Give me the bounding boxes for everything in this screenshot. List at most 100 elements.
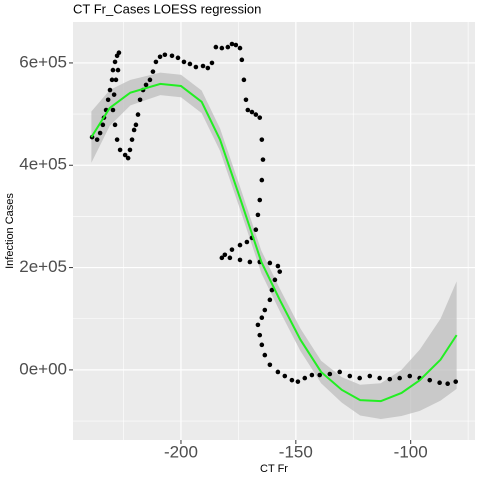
data-point (377, 375, 382, 381)
y-tick-label: 2e+05 (19, 257, 67, 276)
data-point (143, 82, 149, 88)
data-point (259, 342, 265, 348)
data-point (327, 371, 333, 377)
data-point (253, 112, 259, 117)
data-point (239, 57, 245, 63)
y-tick-label: 0e+00 (19, 359, 67, 378)
data-point (337, 369, 342, 375)
data-point (317, 372, 323, 378)
data-point (225, 44, 231, 50)
data-point (257, 332, 263, 338)
data-point (295, 379, 301, 384)
data-point (237, 242, 243, 248)
data-point (181, 59, 187, 65)
data-point (97, 130, 103, 136)
y-axis-label: Infection Cases (4, 193, 16, 269)
data-point (437, 380, 442, 385)
data-point (135, 112, 141, 117)
data-point (269, 287, 275, 293)
data-point (272, 277, 278, 283)
data-point (249, 109, 255, 115)
data-point (282, 373, 288, 379)
data-point (233, 42, 239, 48)
x-tick-label: -150 (279, 442, 313, 461)
data-point (275, 369, 281, 375)
data-point (125, 155, 131, 161)
data-point (213, 44, 219, 50)
data-point (193, 64, 199, 70)
data-point (127, 147, 133, 153)
data-point (275, 263, 281, 269)
data-point (162, 52, 168, 58)
data-point (302, 375, 308, 381)
data-point (387, 376, 393, 382)
data-point (267, 362, 273, 368)
data-point (241, 77, 247, 83)
confidence-band (91, 72, 457, 420)
x-tick-label: -100 (394, 442, 428, 461)
data-point (257, 115, 263, 120)
data-point (260, 157, 266, 162)
data-point (229, 41, 235, 47)
data-point (153, 59, 159, 65)
data-point (237, 45, 243, 51)
data-point (289, 377, 295, 383)
data-point (94, 137, 100, 142)
data-point (277, 269, 283, 274)
data-point (200, 63, 206, 69)
data-point (267, 260, 273, 266)
data-point (169, 53, 175, 59)
data-point (115, 67, 121, 73)
data-point (157, 54, 163, 60)
data-point (219, 45, 225, 51)
y-tick-label: 6e+05 (19, 52, 67, 71)
data-point (262, 352, 268, 358)
data-point (137, 97, 143, 103)
data-point (150, 69, 156, 74)
data-point (259, 177, 265, 183)
data-point (247, 259, 253, 265)
data-point (111, 92, 117, 97)
data-point (147, 77, 153, 83)
data-point (267, 297, 273, 303)
x-tick-label: -200 (164, 442, 198, 461)
data-point (107, 87, 113, 93)
data-point (133, 122, 139, 128)
data-point (367, 373, 373, 379)
data-point (129, 137, 135, 142)
data-point (397, 375, 402, 381)
data-point (244, 239, 250, 245)
data-point (259, 315, 265, 321)
data-point (407, 373, 413, 379)
data-point (112, 59, 118, 65)
data-point (110, 67, 116, 73)
data-point (109, 77, 115, 83)
data-point (131, 127, 137, 133)
loess-line (90, 82, 458, 403)
data-point (110, 107, 116, 113)
data-point (116, 50, 122, 55)
data-point (113, 77, 119, 83)
data-point (187, 61, 193, 67)
chart-title: CT Fr_Cases LOESS regression (73, 1, 261, 16)
data-point (229, 247, 235, 252)
data-point (100, 122, 106, 128)
x-axis-label: CT Fr (260, 463, 288, 475)
data-point (445, 381, 450, 387)
data-point (255, 212, 261, 218)
data-point (117, 147, 123, 153)
data-point (205, 65, 211, 71)
data-point (262, 307, 268, 313)
data-point (112, 122, 118, 128)
data-point (227, 255, 233, 261)
data-point (222, 252, 228, 258)
data-point (427, 377, 433, 383)
data-point (114, 137, 120, 142)
data-point (347, 373, 353, 379)
data-point (175, 55, 181, 61)
data-point (209, 60, 215, 66)
data-point (219, 255, 225, 261)
data-point (122, 152, 128, 158)
data-point (237, 257, 243, 263)
